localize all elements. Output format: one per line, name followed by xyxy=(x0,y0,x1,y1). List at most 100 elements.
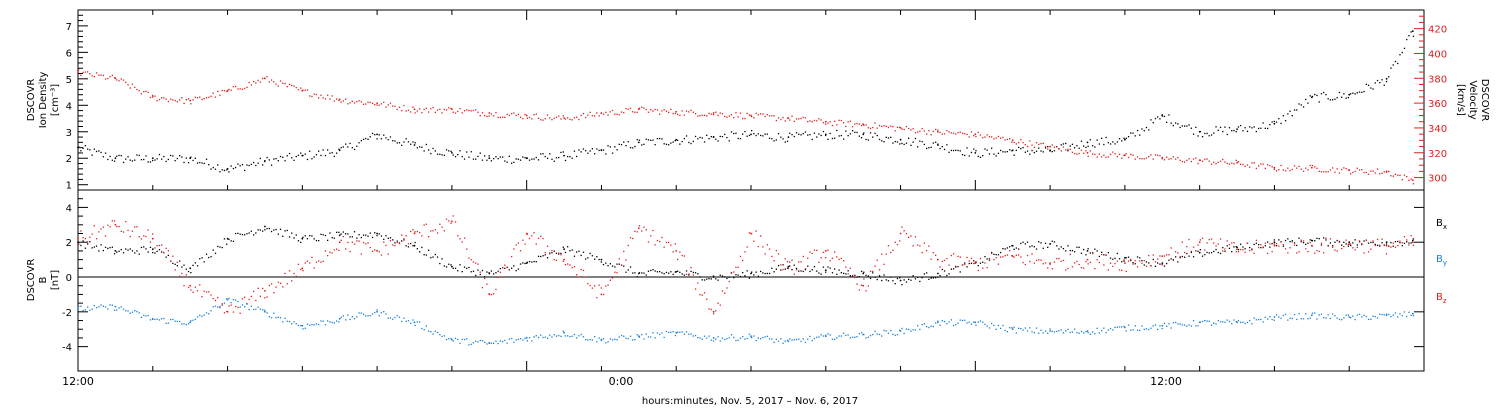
bz-point xyxy=(921,251,923,254)
bx-point xyxy=(1074,251,1076,253)
by-point xyxy=(282,321,284,323)
ion-density-point xyxy=(724,133,726,136)
ion-density-point xyxy=(829,132,831,135)
bz-point xyxy=(1157,258,1159,260)
velocity-point xyxy=(436,109,439,111)
velocity-point xyxy=(102,74,104,77)
by-point-anchor xyxy=(525,337,528,339)
bx-point xyxy=(513,265,515,267)
bx-point xyxy=(201,257,203,259)
velocity-point xyxy=(854,123,856,125)
velocity-point xyxy=(672,112,674,115)
by-point-anchor xyxy=(1310,314,1313,317)
velocity-point xyxy=(511,113,513,115)
by-point xyxy=(208,313,210,315)
bz-point xyxy=(650,235,652,237)
ion-density-point xyxy=(244,169,246,172)
ion-density-point xyxy=(908,137,910,139)
ion-density-point xyxy=(654,144,656,146)
velocity-point xyxy=(1047,148,1049,150)
bz-point xyxy=(647,241,650,243)
bx-point xyxy=(1179,257,1181,259)
y-tick-label-left-top: 1 xyxy=(66,181,72,192)
by-point xyxy=(472,342,475,344)
bz-point-anchor xyxy=(1310,244,1313,247)
velocity-point xyxy=(1275,170,1278,172)
ion-density-point xyxy=(1132,132,1134,134)
velocity-point xyxy=(869,127,872,130)
ion-density-point xyxy=(250,163,252,166)
velocity-point-anchor xyxy=(937,130,939,133)
ion-density-point xyxy=(1406,38,1408,41)
ion-density-point xyxy=(843,138,845,140)
velocity-point xyxy=(504,116,506,118)
bz-point xyxy=(1145,265,1148,267)
by-point xyxy=(943,320,946,323)
bx-point xyxy=(1087,248,1089,250)
ion-density-point xyxy=(183,161,185,164)
bz-point xyxy=(362,242,365,244)
bz-point xyxy=(1314,252,1316,254)
velocity-point xyxy=(710,113,712,115)
by-point xyxy=(1208,320,1210,322)
bx-point xyxy=(715,278,717,280)
bz-point xyxy=(768,248,771,250)
by-point xyxy=(917,325,919,327)
bx-point xyxy=(1258,244,1260,246)
bx-point xyxy=(822,266,825,268)
ion-density-point xyxy=(706,134,708,136)
bx-point xyxy=(1392,245,1394,247)
velocity-point xyxy=(585,116,587,119)
ion-density-point xyxy=(484,155,486,157)
bx-point xyxy=(1089,252,1091,254)
ion-density-point xyxy=(571,157,573,159)
bz-point xyxy=(255,299,257,302)
bz-point xyxy=(1143,260,1145,262)
by-point xyxy=(847,334,849,336)
velocity-point xyxy=(1006,138,1008,141)
bx-point xyxy=(834,268,836,270)
bx-point-anchor xyxy=(899,279,902,282)
velocity-point xyxy=(360,101,362,103)
by-point xyxy=(576,337,578,339)
velocity-point xyxy=(627,108,629,110)
bx-point xyxy=(578,250,580,252)
by-point xyxy=(1385,313,1388,315)
bx-point xyxy=(943,270,946,272)
bx-point xyxy=(878,275,881,277)
velocity-point xyxy=(1168,158,1170,160)
bz-point xyxy=(843,260,845,262)
velocity-point xyxy=(1038,143,1040,145)
bx-point xyxy=(1123,260,1125,262)
velocity-point xyxy=(535,113,537,115)
bz-point xyxy=(1040,259,1042,261)
by-point xyxy=(647,336,650,338)
bx-point xyxy=(192,264,194,266)
bx-point xyxy=(259,229,261,231)
by-point xyxy=(158,319,161,321)
bz-point xyxy=(728,280,730,283)
velocity-point xyxy=(1143,158,1145,160)
bz-point xyxy=(457,235,459,237)
bx-point xyxy=(1152,258,1154,261)
by-point xyxy=(1186,325,1188,327)
velocity-point xyxy=(448,107,450,109)
by-point xyxy=(138,312,140,314)
ion-density-point xyxy=(1089,139,1091,141)
bz-point-anchor xyxy=(750,232,752,235)
velocity-point xyxy=(643,107,645,109)
by-point xyxy=(804,341,807,344)
by-point xyxy=(441,335,443,338)
bx-point xyxy=(293,237,295,239)
velocity-point xyxy=(131,83,134,85)
velocity-point xyxy=(804,117,807,119)
bz-point xyxy=(645,229,647,231)
by-point xyxy=(1065,330,1067,332)
bx-point xyxy=(235,232,237,235)
bx-point xyxy=(421,246,423,249)
velocity-point xyxy=(663,109,665,111)
velocity-point xyxy=(860,124,863,127)
bz-point xyxy=(654,244,656,246)
ion-density-point xyxy=(860,137,863,139)
by-point xyxy=(820,334,822,336)
